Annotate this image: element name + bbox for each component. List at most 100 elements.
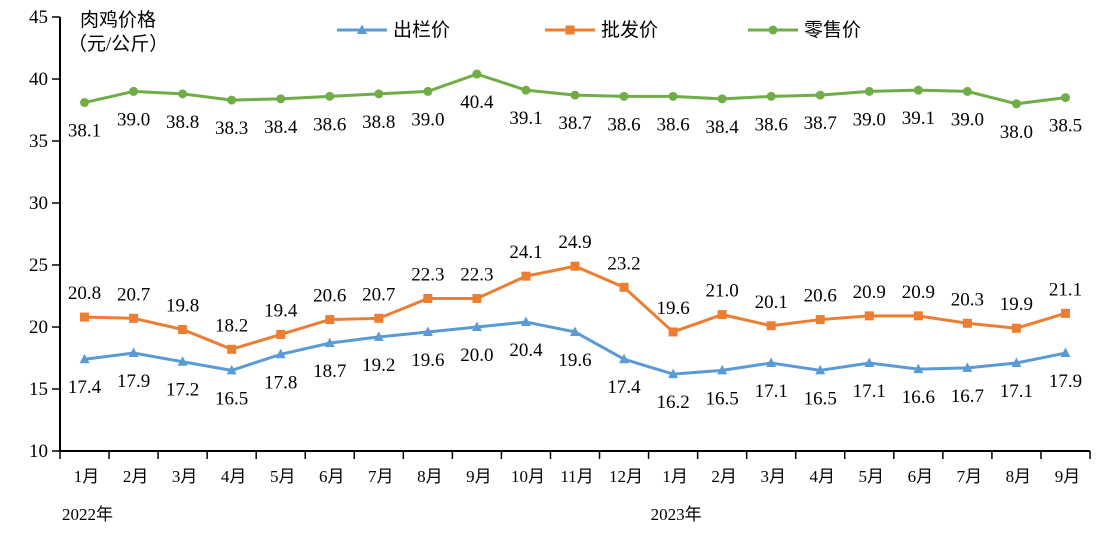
data-label: 20.6 (804, 286, 837, 307)
data-label: 20.7 (362, 284, 395, 305)
data-point (422, 326, 433, 336)
legend-item: 出栏价 (337, 19, 450, 41)
data-point (815, 90, 825, 100)
data-label: 19.8 (166, 295, 199, 316)
data-label: 16.5 (215, 388, 248, 409)
data-label: 17.1 (755, 381, 788, 402)
y-tick-label: 10 (29, 441, 48, 462)
y-tick-label: 45 (29, 7, 48, 28)
data-label: 39.0 (117, 109, 150, 130)
data-point (177, 356, 188, 366)
data-point (1011, 323, 1021, 333)
series-circle: 38.1 39.0 38.8 38.3 38.4 38.6 38.8 39.0 40.4 39.1… (68, 69, 1082, 143)
x-tick-label: 7月 (957, 467, 983, 486)
y-axis-title-line1: 肉鸡价格 (80, 9, 156, 31)
data-point (864, 86, 874, 96)
data-label: 17.9 (1049, 371, 1082, 392)
data-point (913, 363, 924, 374)
data-label: 21.0 (706, 281, 739, 302)
data-point (129, 313, 139, 323)
data-label: 20.3 (951, 289, 984, 310)
y-tick-label: 30 (29, 193, 48, 214)
data-point (178, 324, 188, 334)
data-label: 17.4 (68, 377, 102, 398)
data-label: 17.2 (166, 380, 199, 401)
x-tick-label: 8月 (1006, 467, 1032, 486)
data-label: 38.6 (656, 114, 689, 135)
data-point (521, 85, 531, 95)
data-point (373, 331, 384, 341)
data-point (374, 89, 384, 99)
data-label: 20.1 (755, 292, 788, 313)
legend-label: 出栏价 (393, 19, 450, 41)
x-tick-label: 2月 (711, 467, 737, 486)
x-tick-label: 9月 (1055, 467, 1081, 486)
data-point (324, 337, 335, 348)
data-point (1060, 93, 1070, 103)
x-tick-label: 3月 (172, 467, 198, 486)
data-label: 16.5 (706, 388, 739, 409)
y-tick-label: 35 (29, 131, 48, 152)
series-triangle: 17.4 17.9 17.2 16.5 17.8 18.7 19.2 19.6 20.0 20.4… (68, 316, 1082, 413)
data-point (325, 315, 335, 325)
x-tick-label: 1月 (74, 467, 100, 486)
data-point (619, 353, 630, 364)
x-tick-label: 4月 (809, 467, 835, 486)
data-point (472, 293, 482, 303)
x-tick-label: 4月 (221, 467, 247, 486)
x-tick-label: 5月 (859, 467, 885, 486)
data-point (717, 310, 727, 320)
x-tick-label: 8月 (417, 467, 443, 486)
data-label: 38.6 (755, 114, 788, 135)
data-point (570, 261, 580, 271)
x-tick-label: 9月 (466, 467, 492, 486)
data-point (178, 89, 188, 99)
x-tick-label: 6月 (908, 467, 934, 486)
data-label: 39.1 (509, 108, 542, 129)
y-tick-label: 15 (29, 379, 48, 400)
data-label: 20.8 (68, 283, 101, 304)
data-label: 21.1 (1049, 279, 1082, 300)
data-point (668, 368, 679, 379)
data-label: 19.9 (1000, 294, 1033, 315)
data-point (717, 364, 728, 375)
data-label: 17.8 (264, 372, 297, 393)
data-point (565, 25, 575, 35)
y-axis-title-line2: （元/公斤） (68, 33, 168, 55)
data-point (226, 364, 237, 375)
data-point (717, 94, 727, 104)
data-point (128, 347, 139, 358)
legend-label: 批发价 (601, 19, 658, 41)
data-label: 20.0 (460, 345, 493, 366)
data-point (668, 91, 678, 101)
data-label: 16.2 (656, 392, 689, 413)
data-label: 16.6 (902, 387, 935, 408)
data-point (325, 91, 335, 101)
data-label: 38.6 (607, 114, 640, 135)
x-tick-label: 1月 (662, 467, 688, 486)
data-label: 20.9 (902, 282, 935, 303)
data-point (668, 327, 678, 337)
data-point (227, 344, 237, 354)
data-point (357, 24, 367, 34)
data-point (619, 282, 629, 292)
data-label: 19.2 (362, 355, 395, 376)
data-label: 40.4 (460, 92, 494, 113)
data-point (80, 98, 90, 108)
data-point (570, 90, 580, 100)
y-tick-label: 25 (29, 255, 48, 276)
data-label: 38.3 (215, 118, 248, 139)
x-tick-label: 7月 (368, 467, 394, 486)
x-tick-label: 2月 (123, 467, 149, 486)
data-label: 38.4 (706, 117, 740, 138)
data-label: 17.9 (117, 371, 150, 392)
data-point (913, 85, 923, 95)
data-point (962, 362, 973, 372)
data-label: 20.6 (313, 286, 346, 307)
data-point (815, 315, 825, 325)
data-label: 22.3 (460, 264, 493, 285)
data-label: 17.4 (607, 377, 641, 398)
x-tick-label: 12月 (609, 467, 643, 486)
data-label: 24.9 (558, 232, 591, 253)
data-label: 19.6 (656, 298, 689, 319)
